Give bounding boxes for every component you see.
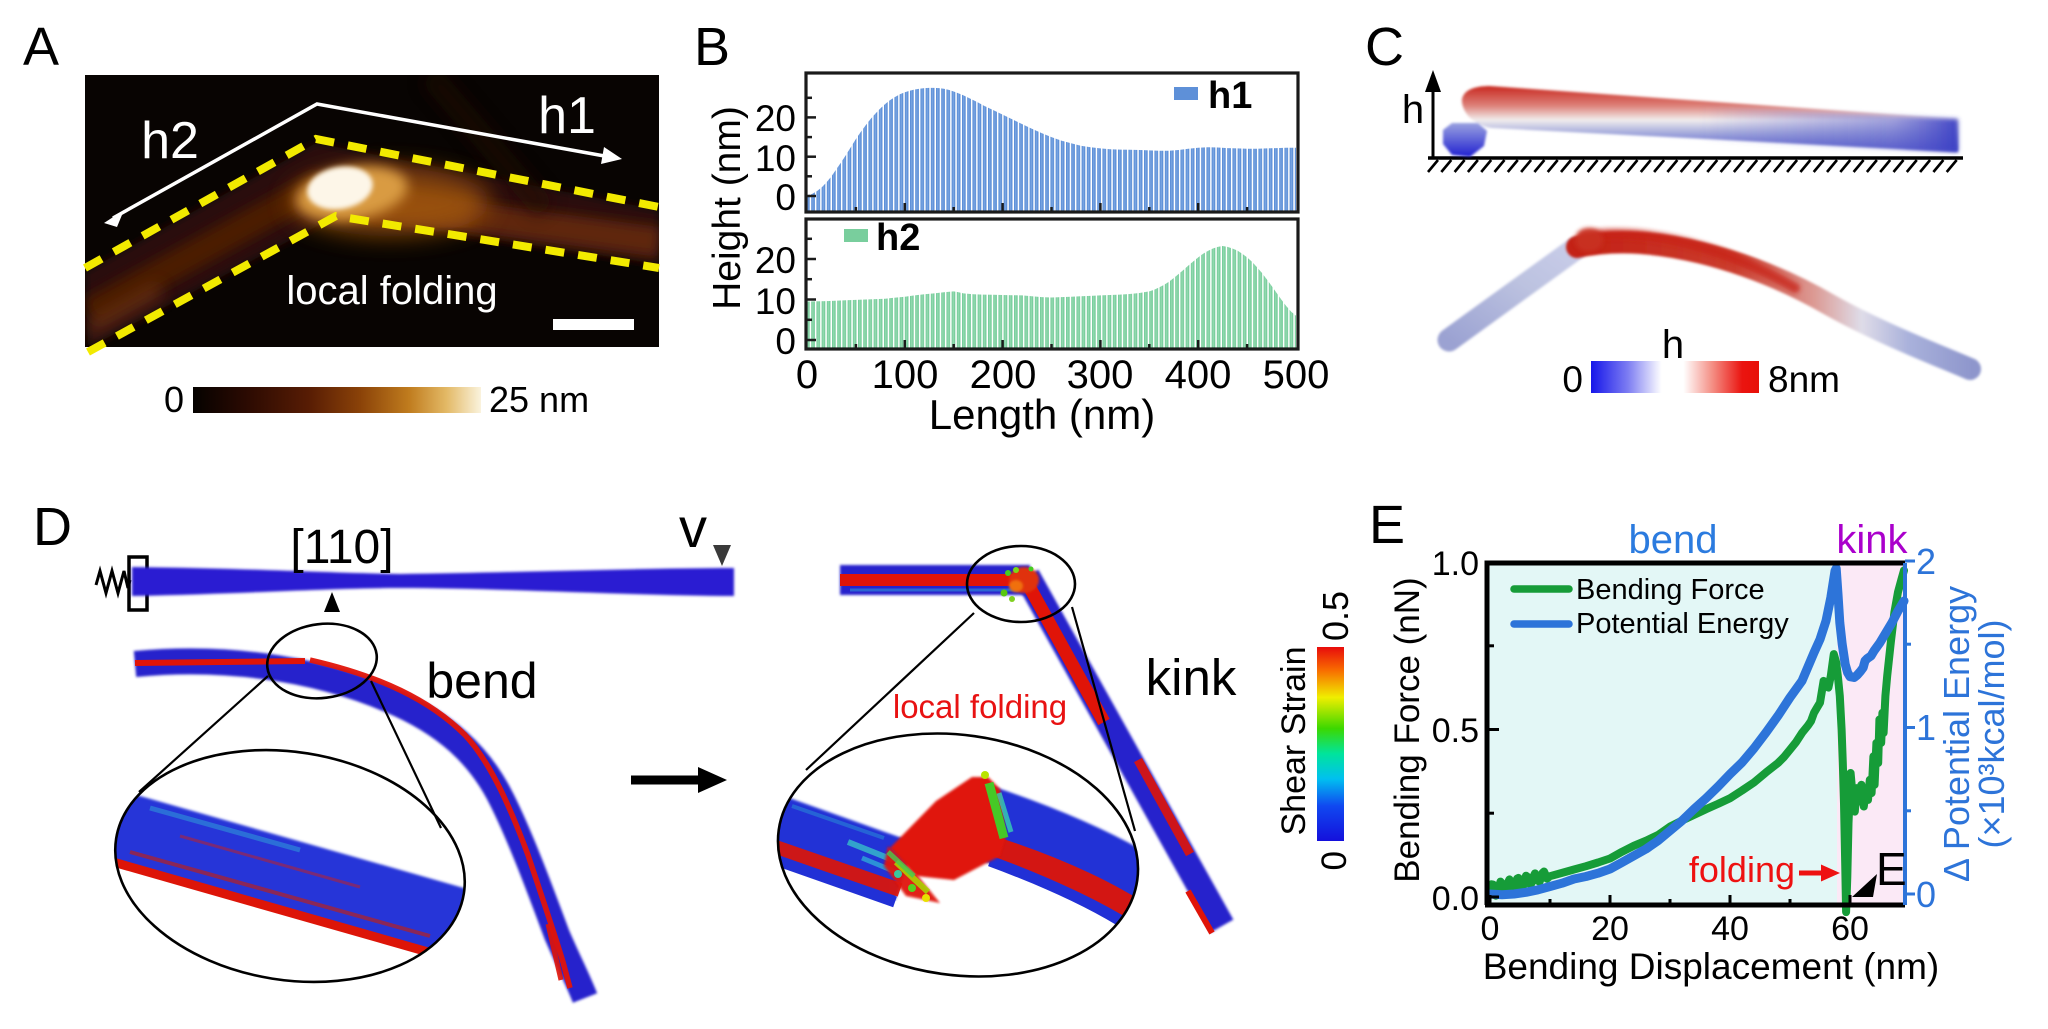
svg-text:0.5: 0.5 [1315,591,1356,641]
svg-text:400: 400 [1165,353,1232,397]
svg-text:1.0: 1.0 [1432,545,1479,583]
svg-text:10: 10 [755,138,796,179]
svg-text:25 nm: 25 nm [489,379,589,420]
svg-text:40: 40 [1711,910,1749,948]
svg-text:0: 0 [775,177,796,218]
svg-text:h2: h2 [876,217,920,259]
svg-text:kink: kink [1836,518,1908,562]
svg-text:10: 10 [755,281,796,322]
svg-text:0.5: 0.5 [1432,712,1479,750]
svg-text:h: h [1402,88,1424,132]
svg-text:0: 0 [1916,874,1936,915]
svg-text:0.0: 0.0 [1432,880,1479,918]
svg-text:E: E [1369,495,1405,555]
svg-text:Bending Force (nN): Bending Force (nN) [1388,577,1427,882]
svg-text:(×10³kcal/mol): (×10³kcal/mol) [1971,619,2012,848]
svg-text:100: 100 [872,353,939,397]
svg-text:bend: bend [1629,518,1718,562]
svg-text:folding: folding [1689,849,1795,890]
svg-text:Potential Energy: Potential Energy [1576,608,1789,640]
svg-text:E: E [1876,843,1907,895]
svg-text:0: 0 [164,379,184,420]
svg-text:60: 60 [1831,910,1869,948]
svg-text:300: 300 [1067,353,1134,397]
svg-text:C: C [1365,17,1404,77]
svg-text:2: 2 [1916,541,1936,582]
svg-text:0: 0 [1562,359,1583,400]
svg-text:h: h [1662,323,1684,367]
svg-text:B: B [694,17,730,77]
svg-text:[110]: [110] [290,521,393,574]
svg-text:Height (nm): Height (nm) [706,106,749,310]
svg-text:v: v [679,496,707,559]
svg-text:Δ Potential Energy: Δ Potential Energy [1936,586,1977,882]
svg-text:8nm: 8nm [1768,359,1840,400]
svg-text:A: A [23,17,59,77]
svg-text:h1: h1 [538,87,596,145]
svg-text:20: 20 [755,98,796,139]
svg-text:kink: kink [1146,649,1237,706]
svg-text:local folding: local folding [893,688,1067,725]
svg-text:20: 20 [755,240,796,281]
svg-text:200: 200 [970,353,1037,397]
svg-text:Length (nm): Length (nm) [929,391,1155,438]
svg-text:Shear Strain: Shear Strain [1275,647,1313,836]
svg-text:Bending Force: Bending Force [1576,574,1765,606]
svg-text:D: D [33,497,72,557]
svg-text:0: 0 [1481,910,1500,948]
svg-text:0: 0 [1315,851,1354,870]
svg-text:500: 500 [1263,353,1330,397]
svg-text:local folding: local folding [286,269,497,313]
svg-text:h1: h1 [1208,75,1252,117]
svg-text:20: 20 [1591,910,1629,948]
svg-text:Bending Displacement (nm): Bending Displacement (nm) [1483,946,1940,987]
svg-text:1: 1 [1916,707,1936,748]
svg-text:0: 0 [796,353,818,397]
svg-text:0: 0 [775,321,796,362]
svg-text:h2: h2 [141,112,199,170]
svg-text:bend: bend [426,653,537,709]
